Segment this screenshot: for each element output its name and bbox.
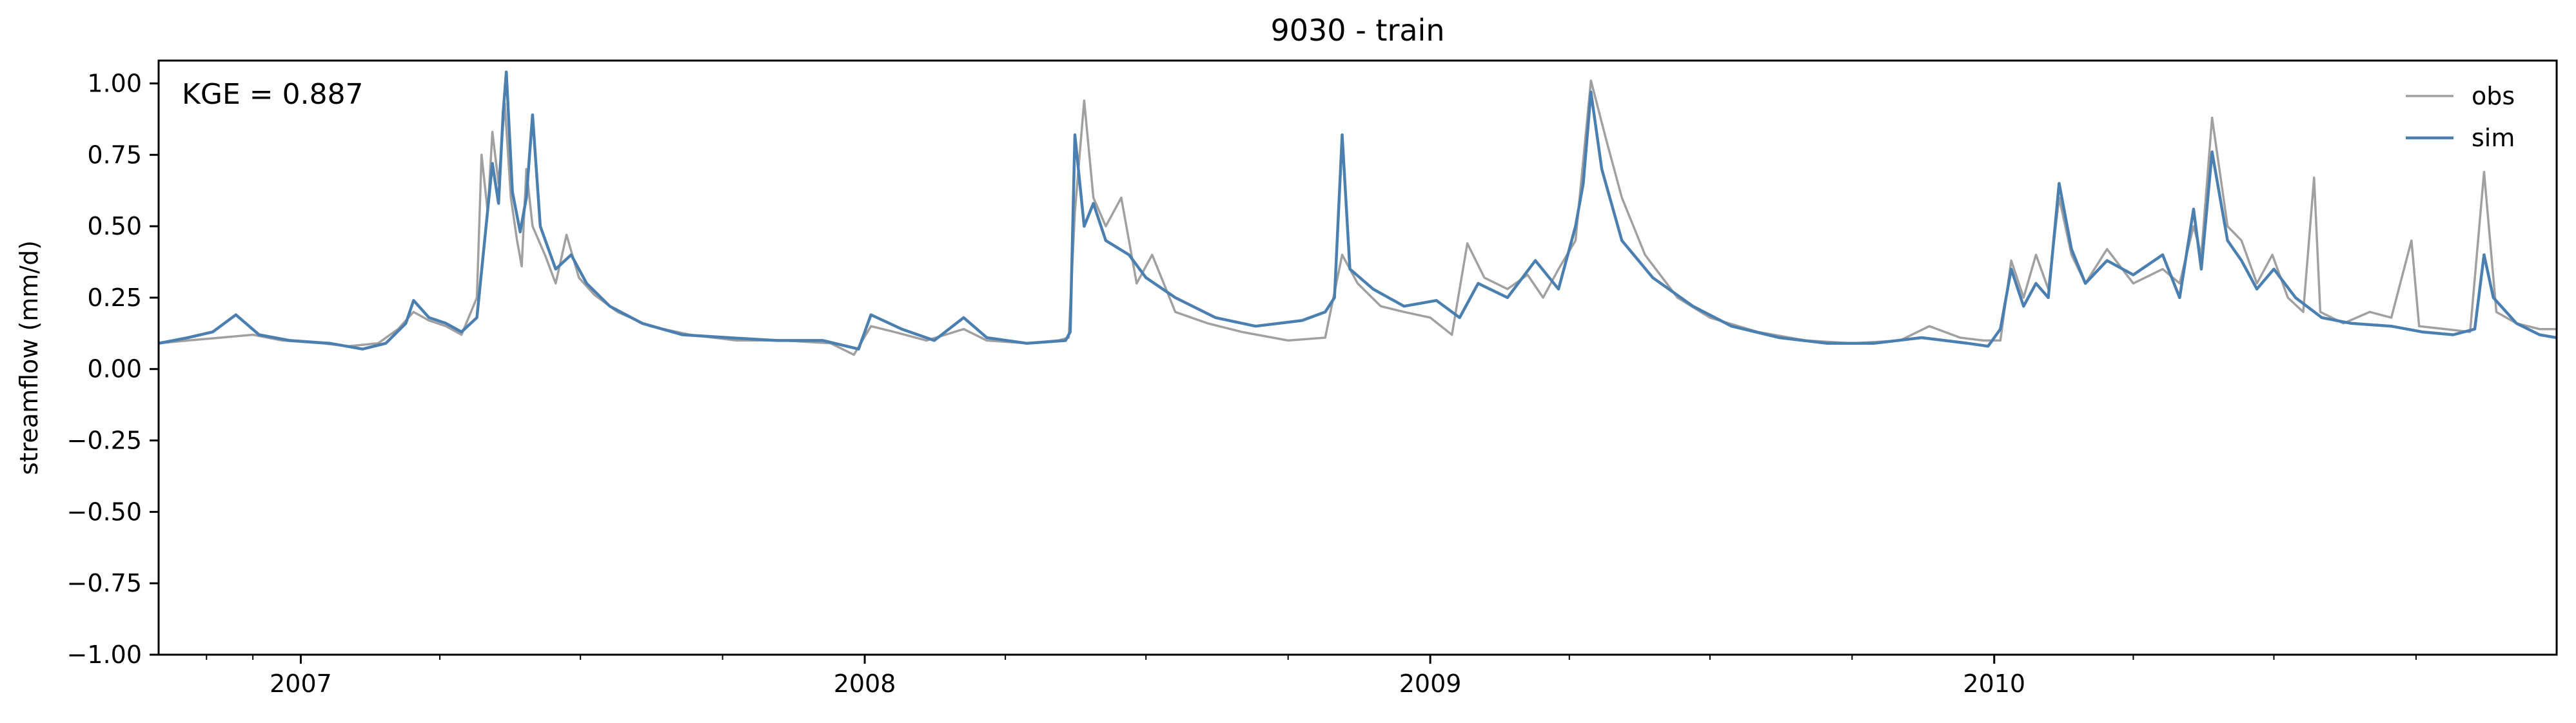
y-tick-label: −1.00 bbox=[67, 641, 142, 669]
series-line-sim bbox=[159, 70, 2557, 351]
y-tick-label: 1.00 bbox=[87, 69, 142, 97]
y-axis-label: streamflow (mm/d) bbox=[15, 240, 43, 475]
y-tick-label: −0.50 bbox=[67, 497, 142, 526]
axis-layer: −1.00 −0.75 −0.50 −0.25 0.00 0.25 0.50 0.75 1.00… bbox=[67, 69, 2417, 698]
chart-title: 9030 - train bbox=[1271, 13, 1445, 48]
y-tick-label: 0.75 bbox=[87, 140, 142, 169]
x-tick-label: 2007 bbox=[270, 670, 332, 698]
series-layer bbox=[159, 70, 2557, 356]
y-tick-label: −0.75 bbox=[67, 569, 142, 597]
y-tick-label: 0.00 bbox=[87, 355, 142, 383]
legend: obs sim bbox=[2406, 82, 2515, 152]
y-tick-label: −0.25 bbox=[67, 427, 142, 455]
plot-frame bbox=[157, 59, 2558, 656]
x-tick-label: 2009 bbox=[1399, 670, 1462, 698]
kge-annotation: KGE = 0.887 bbox=[182, 78, 364, 111]
y-tick-label: 0.25 bbox=[87, 284, 142, 312]
legend-label-sim: sim bbox=[2472, 124, 2515, 152]
legend-label-obs: obs bbox=[2472, 82, 2515, 110]
y-tick-label: 0.50 bbox=[87, 212, 142, 240]
x-tick-label: 2008 bbox=[834, 670, 896, 698]
x-tick-label: 2010 bbox=[1963, 670, 2025, 698]
series-line-obs bbox=[159, 79, 2557, 356]
